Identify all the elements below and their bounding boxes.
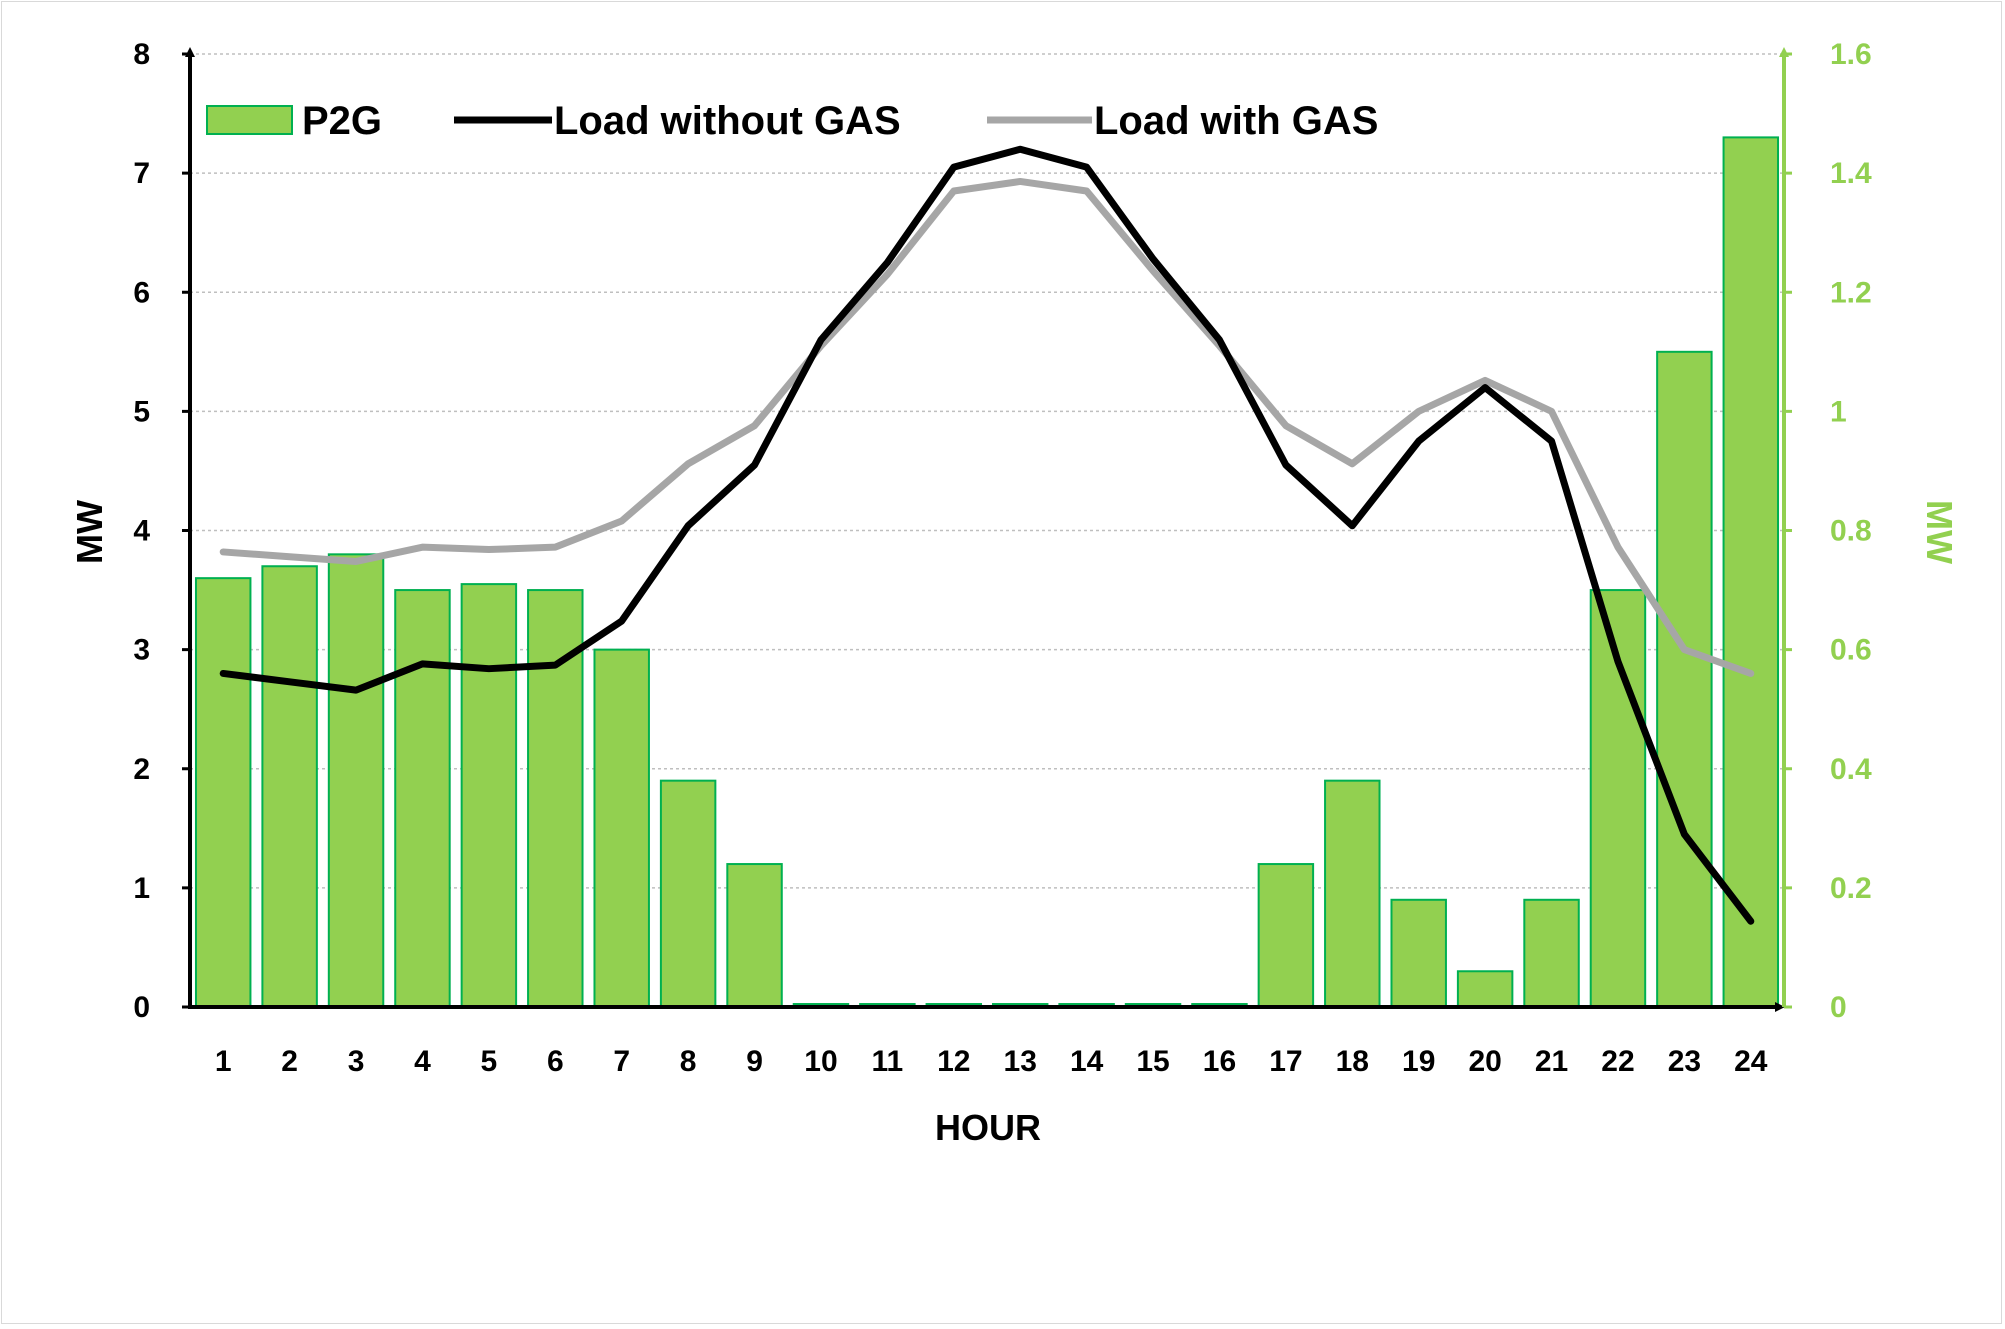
p2g-bar bbox=[1257, 863, 1315, 1008]
y-tick-label: 7 bbox=[133, 157, 150, 190]
x-tick-label: 16 bbox=[1203, 1045, 1236, 1078]
x-tick-label: 9 bbox=[746, 1045, 763, 1078]
x-tick-label: 22 bbox=[1601, 1045, 1634, 1078]
p2g-bar bbox=[1456, 970, 1514, 1009]
load-with-gas-line bbox=[219, 177, 1755, 677]
y-tick-label: 6 bbox=[133, 276, 150, 309]
x-tick-label: 11 bbox=[872, 1045, 904, 1078]
p2g-bar bbox=[593, 648, 650, 1008]
x-tick-label: 15 bbox=[1136, 1045, 1169, 1078]
x-tick-label: 24 bbox=[1734, 1045, 1768, 1078]
legend-swatch-p2g bbox=[206, 105, 293, 135]
p2g-bar bbox=[460, 583, 518, 1008]
x-axis-title: HOUR bbox=[935, 1107, 1041, 1148]
load-without-gas-line bbox=[219, 145, 1755, 925]
x-tick-label: 14 bbox=[1070, 1045, 1104, 1078]
p2g-bar bbox=[1589, 589, 1647, 1008]
y2-axis-title: MW bbox=[1919, 500, 1960, 564]
x-tick-label: 20 bbox=[1468, 1045, 1501, 1078]
x-tick-label: 21 bbox=[1535, 1045, 1568, 1078]
legend-label-p2g: P2G bbox=[302, 99, 382, 143]
p2g-bar bbox=[1324, 779, 1381, 1008]
legend-label-load-without-gas: Load without GAS bbox=[554, 99, 901, 143]
x-tick-label: 3 bbox=[348, 1045, 365, 1078]
y2-tick-label: 0 bbox=[1830, 991, 1847, 1024]
x-tick-label: 5 bbox=[481, 1045, 498, 1078]
y-tick-label: 1 bbox=[133, 872, 150, 905]
p2g-bar bbox=[1523, 898, 1580, 1008]
x-tick-label: 1 bbox=[215, 1045, 232, 1078]
p2g-bar bbox=[394, 589, 451, 1008]
x-tick-label: 4 bbox=[414, 1045, 431, 1078]
x-tick-label: 17 bbox=[1269, 1045, 1302, 1078]
x-tick-label: 2 bbox=[281, 1045, 298, 1078]
x-tick-label: 10 bbox=[804, 1045, 837, 1078]
p2g-bar bbox=[726, 863, 783, 1008]
legend-label-load-with-gas: Load with GAS bbox=[1094, 99, 1378, 143]
y2-tick-label: 0.2 bbox=[1830, 872, 1872, 905]
y2-tick-label: 1.6 bbox=[1830, 38, 1872, 71]
x-tick-label: 12 bbox=[937, 1045, 970, 1078]
x-tick-label: 19 bbox=[1402, 1045, 1435, 1078]
legend: P2G Load without GAS Load with GAS bbox=[206, 99, 1378, 143]
x-tick-label: 7 bbox=[613, 1045, 630, 1078]
p2g-bar bbox=[527, 589, 584, 1008]
load-lines bbox=[219, 145, 1755, 925]
y-tick-label: 3 bbox=[133, 634, 150, 667]
x-tick-label: 23 bbox=[1668, 1045, 1701, 1078]
p2g-bars bbox=[194, 136, 1780, 1009]
y2-tick-label: 0.4 bbox=[1830, 753, 1872, 786]
p2g-bar bbox=[327, 553, 385, 1008]
y-tick-label: 0 bbox=[133, 991, 150, 1024]
y-tick-label: 4 bbox=[133, 515, 150, 548]
p2g-bar bbox=[1656, 350, 1713, 1008]
y-tick-label: 2 bbox=[133, 753, 150, 786]
y2-tick-label: 1 bbox=[1830, 395, 1847, 428]
axes bbox=[182, 47, 1792, 1012]
x-tick-label: 8 bbox=[680, 1045, 697, 1078]
x-tick-label: 18 bbox=[1336, 1045, 1369, 1078]
y-tick-label: 5 bbox=[133, 395, 150, 428]
y2-tick-label: 0.8 bbox=[1830, 515, 1872, 548]
p2g-bar bbox=[1722, 136, 1780, 1008]
p2g-bar bbox=[194, 577, 252, 1009]
y2-tick-label: 0.6 bbox=[1830, 634, 1872, 667]
p2g-bar bbox=[659, 779, 717, 1008]
p2g-bar bbox=[261, 565, 318, 1008]
y2-tick-label: 1.2 bbox=[1830, 276, 1872, 309]
y2-tick-label: 1.4 bbox=[1830, 157, 1872, 190]
y-tick-label: 8 bbox=[133, 38, 150, 71]
p2g-bar bbox=[1390, 898, 1447, 1008]
x-tick-label: 13 bbox=[1004, 1045, 1037, 1078]
x-tick-label: 6 bbox=[547, 1045, 564, 1078]
y-axis-title: MW bbox=[69, 500, 110, 564]
